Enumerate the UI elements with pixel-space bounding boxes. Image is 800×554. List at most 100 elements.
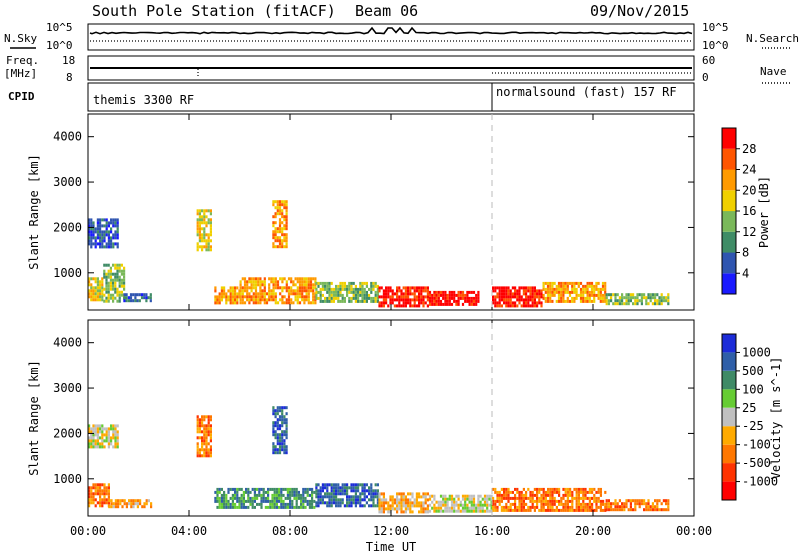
echo-cell-1-8	[486, 503, 489, 507]
echo-cell-0-2	[114, 281, 117, 285]
echo-cell-0-4	[198, 227, 201, 231]
echo-cell-0-6	[250, 298, 253, 302]
echo-cell-1-9	[544, 499, 547, 503]
echo-cell-1-1	[107, 427, 110, 431]
echo-cell-1-10	[632, 499, 635, 503]
echo-cell-1-4	[304, 490, 307, 494]
echo-cell-0-1	[99, 242, 102, 246]
echo-cell-0-6	[241, 286, 244, 290]
echo-cell-0-2	[103, 272, 106, 276]
echo-cell-0-5	[229, 298, 232, 302]
echo-cell-0-9	[420, 298, 423, 302]
echo-cell-0-2	[107, 296, 110, 300]
echo-cell-0-9	[409, 298, 412, 302]
echo-cell-0-11	[531, 298, 534, 302]
echo-cell-0-10	[448, 302, 451, 306]
echo-cell-0-11	[509, 292, 512, 296]
echo-cell-1-10	[623, 508, 626, 512]
echo-cell-1-9	[505, 493, 508, 497]
echo-cell-0-2	[120, 272, 123, 276]
echo-cell-0-10	[453, 296, 456, 300]
echo-cell-1-10	[614, 505, 617, 509]
echo-cell-0-10	[468, 299, 471, 303]
echo-cell-0-2	[116, 266, 119, 270]
echo-cell-0-11	[507, 292, 510, 296]
echo-cell-0-6	[303, 298, 306, 302]
echo-cell-1-0	[101, 492, 104, 496]
echo-cell-0-7	[285, 224, 288, 228]
echo-cell-0-12	[551, 281, 554, 285]
echo-cell-1-3	[198, 454, 201, 458]
echo-cell-0-4	[198, 221, 201, 225]
echo-cell-0-11	[518, 292, 521, 296]
echo-cell-1-4	[282, 502, 285, 506]
echo-cell-0-4	[205, 245, 208, 249]
echo-cell-1-9	[602, 502, 605, 506]
echo-cell-1-5	[278, 445, 282, 449]
echo-cell-1-6	[350, 498, 353, 502]
echo-cell-1-5	[281, 442, 284, 446]
echo-cell-1-3	[196, 418, 199, 422]
echo-cell-1-5	[274, 445, 277, 449]
echo-cell-0-3	[125, 293, 128, 297]
echo-cell-1-8	[450, 506, 454, 510]
echo-cell-0-11	[531, 286, 534, 290]
echo-cell-0-2	[118, 266, 121, 270]
echo-cell-1-6	[363, 498, 366, 502]
echo-cell-1-8	[470, 500, 473, 504]
echo-cell-1-4	[286, 505, 289, 509]
echo-cell-1-6	[326, 501, 329, 505]
echo-cell-1-6	[374, 495, 377, 499]
echo-cell-1-8	[450, 494, 454, 498]
echo-cell-0-6	[298, 301, 302, 305]
echo-cell-0-13	[632, 296, 635, 300]
colorbar-tick-label-7: -1000	[742, 475, 778, 489]
echo-cell-1-9	[558, 493, 561, 497]
echo-cell-0-6	[263, 289, 266, 293]
echo-cell-0-7	[276, 206, 279, 210]
echo-cell-0-4	[198, 212, 201, 216]
echo-cell-1-9	[595, 499, 598, 503]
echo-cell-0-6	[246, 292, 249, 296]
echo-cell-1-9	[547, 487, 550, 491]
echo-cell-1-5	[274, 448, 277, 452]
echo-cell-0-13	[627, 299, 630, 303]
echo-cell-0-2	[109, 296, 112, 300]
echo-cell-0-9	[409, 292, 412, 296]
echo-cell-1-8	[433, 506, 436, 510]
echo-cell-1-7	[411, 510, 414, 514]
echo-cell-0-3	[123, 299, 126, 303]
echo-cell-1-4	[264, 505, 267, 509]
echo-cell-0-10	[435, 299, 438, 303]
echo-cell-0-5	[231, 301, 234, 305]
echo-cell-1-6	[354, 492, 357, 496]
echo-cell-0-6	[263, 292, 266, 296]
echo-cell-1-7	[409, 510, 412, 514]
echo-cell-0-10	[464, 296, 467, 300]
echo-cell-1-4	[295, 502, 298, 506]
colorbar-swatch-4	[722, 407, 736, 427]
echo-cell-0-10	[437, 290, 440, 294]
echo-cell-1-6	[324, 501, 327, 505]
echo-cell-0-8	[376, 299, 379, 303]
echo-cell-0-8	[350, 296, 353, 300]
echo-cell-0-7	[278, 200, 282, 204]
echo-cell-1-0	[103, 483, 106, 487]
echo-cell-1-9	[599, 487, 602, 491]
echo-cell-0-6	[259, 283, 262, 287]
echo-cell-0-6	[257, 280, 260, 284]
echo-cell-0-12	[575, 290, 578, 294]
echo-cell-1-6	[352, 486, 355, 490]
echo-cell-1-4	[280, 505, 283, 509]
echo-cell-1-0	[92, 492, 95, 496]
echo-cell-1-7	[424, 501, 427, 505]
echo-cell-1-9	[564, 508, 567, 512]
echo-cell-0-1	[101, 242, 104, 246]
echo-cell-1-6	[354, 498, 357, 502]
echo-cell-1-9	[547, 505, 550, 509]
echo-cell-1-3	[201, 421, 204, 425]
echo-cell-0-4	[198, 233, 201, 237]
echo-cell-1-9	[503, 493, 506, 497]
echo-cell-1-3	[207, 451, 210, 455]
echo-cell-1-6	[368, 492, 371, 496]
